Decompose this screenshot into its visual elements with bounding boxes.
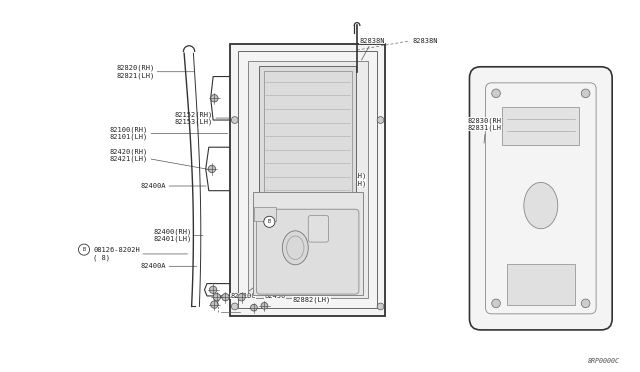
Text: 82420C: 82420C xyxy=(230,288,256,299)
Text: 82881(RH)
82882(LH): 82881(RH) 82882(LH) xyxy=(292,284,330,303)
Circle shape xyxy=(232,303,238,310)
Ellipse shape xyxy=(282,231,308,265)
Text: 08166-6162A
( 4): 08166-6162A ( 4) xyxy=(278,219,325,233)
Circle shape xyxy=(211,94,218,102)
Text: 82838N: 82838N xyxy=(413,38,438,44)
Circle shape xyxy=(213,294,221,301)
Text: 82400A: 82400A xyxy=(141,263,196,269)
Bar xyxy=(259,66,356,202)
Circle shape xyxy=(211,301,218,308)
Text: B: B xyxy=(268,219,271,224)
Circle shape xyxy=(250,304,257,311)
Bar xyxy=(230,44,385,316)
Text: 82214(RH)
82215(LH): 82214(RH) 82215(LH) xyxy=(328,173,366,187)
Text: 8RP0000C: 8RP0000C xyxy=(588,358,620,364)
Circle shape xyxy=(232,117,238,124)
Circle shape xyxy=(377,303,384,310)
Circle shape xyxy=(377,117,384,124)
Bar xyxy=(254,207,276,221)
Circle shape xyxy=(222,294,229,301)
FancyBboxPatch shape xyxy=(308,215,329,242)
Text: 82420(RH)
82421(LH): 82420(RH) 82421(LH) xyxy=(110,148,212,170)
Ellipse shape xyxy=(524,182,558,229)
Text: 82152(RH)
82153(LH): 82152(RH) 82153(LH) xyxy=(175,111,231,125)
Circle shape xyxy=(79,244,90,255)
Text: 82100(RH)
82101(LH): 82100(RH) 82101(LH) xyxy=(110,126,228,141)
Text: 82820(RH)
82821(LH): 82820(RH) 82821(LH) xyxy=(116,65,194,79)
Text: 82430: 82430 xyxy=(264,289,285,299)
Bar xyxy=(502,107,579,145)
Text: 82214A: 82214A xyxy=(311,200,336,206)
Bar xyxy=(253,192,363,295)
Text: 82830(RH)
82831(LH): 82830(RH) 82831(LH) xyxy=(467,117,506,143)
Circle shape xyxy=(492,89,500,98)
Text: 82400A: 82400A xyxy=(141,183,206,189)
Bar xyxy=(264,71,351,197)
Bar xyxy=(506,264,575,305)
Bar xyxy=(238,51,378,308)
Text: B: B xyxy=(83,247,86,252)
Circle shape xyxy=(208,165,216,173)
Circle shape xyxy=(581,89,590,98)
Circle shape xyxy=(238,294,245,301)
Bar xyxy=(248,61,367,298)
Circle shape xyxy=(261,302,268,309)
Circle shape xyxy=(209,286,217,294)
Text: 82838N: 82838N xyxy=(359,38,385,60)
Circle shape xyxy=(492,299,500,308)
Text: 82400(RH)
82401(LH): 82400(RH) 82401(LH) xyxy=(153,228,203,243)
Circle shape xyxy=(264,216,275,227)
Text: 08126-8202H
( 8): 08126-8202H ( 8) xyxy=(93,247,188,261)
FancyBboxPatch shape xyxy=(257,209,359,294)
Circle shape xyxy=(581,299,590,308)
FancyBboxPatch shape xyxy=(470,67,612,330)
